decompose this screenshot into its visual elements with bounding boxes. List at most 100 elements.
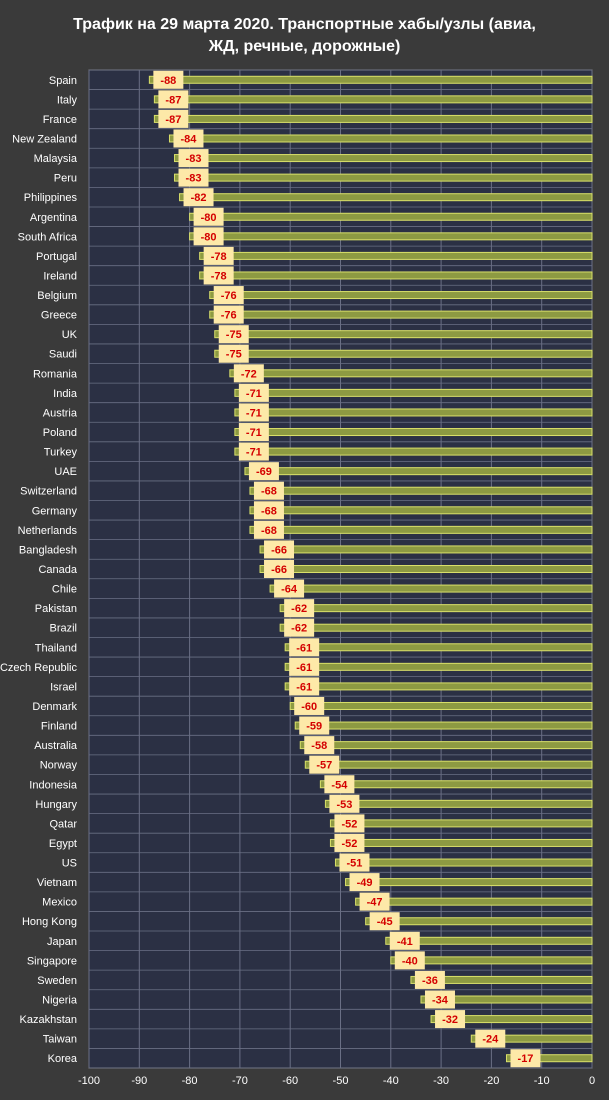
category-label: Saudi [49, 349, 77, 361]
category-label: Vietnam [37, 877, 77, 889]
bar [229, 369, 593, 378]
category-label: Portugal [36, 251, 77, 263]
bar [284, 662, 593, 671]
value-label: -61 [296, 681, 312, 693]
value-label-box [349, 873, 380, 892]
bar [234, 388, 593, 397]
value-label-box [264, 560, 295, 578]
category-label: Brazil [49, 623, 77, 635]
chart-title-line-2: ЖД, речные, дорожные) [208, 38, 401, 55]
category-label: Italy [57, 94, 78, 106]
value-label: -68 [261, 505, 277, 517]
bar [334, 858, 593, 867]
bar [329, 838, 593, 847]
value-label: -36 [422, 975, 438, 987]
value-label-box [309, 755, 340, 774]
value-label: -72 [241, 368, 257, 380]
value-label-box [213, 305, 244, 324]
category-label: Egypt [49, 838, 77, 850]
bar [174, 154, 593, 163]
category-label: Nigeria [42, 995, 78, 1007]
bar [189, 212, 593, 221]
bar [189, 232, 593, 241]
value-label: -66 [271, 564, 287, 576]
category-label: Taiwan [43, 1034, 77, 1046]
bar [420, 995, 593, 1004]
value-label: -47 [367, 897, 383, 909]
category-label: Greece [41, 310, 77, 322]
x-tick-label: -20 [483, 1075, 499, 1087]
bar [199, 271, 593, 280]
value-label-box [233, 364, 264, 383]
value-label-box [218, 325, 249, 344]
category-label: New Zealand [12, 133, 77, 145]
bar [279, 623, 593, 632]
value-label-box [274, 579, 305, 598]
value-label-box [203, 246, 234, 265]
value-label-box [334, 833, 365, 852]
value-label-box [389, 931, 420, 950]
category-label: South Africa [18, 231, 78, 243]
value-label-box [238, 383, 269, 402]
bar [168, 134, 593, 143]
category-label: Australia [34, 740, 78, 752]
bar [430, 1015, 593, 1024]
category-label: Netherlands [18, 525, 78, 537]
value-label-box [510, 1049, 541, 1068]
bar [234, 428, 593, 437]
x-tick-label: 0 [589, 1075, 595, 1087]
value-label-box [324, 775, 355, 794]
bar [410, 975, 593, 984]
x-tick-label: -60 [282, 1075, 298, 1087]
category-label: Denmark [32, 701, 77, 713]
value-label-box [289, 638, 320, 657]
bar [279, 604, 593, 613]
value-label-box [284, 618, 315, 637]
value-label: -87 [165, 114, 181, 126]
bar [329, 819, 593, 828]
value-label: -45 [377, 916, 393, 928]
value-label-box [329, 794, 360, 813]
value-label: -61 [296, 642, 312, 654]
value-label: -71 [246, 407, 262, 419]
category-label: Hong Kong [22, 916, 77, 928]
x-tick-label: -90 [131, 1075, 147, 1087]
value-label: -78 [211, 251, 227, 263]
category-label: Japan [47, 936, 77, 948]
value-label: -40 [402, 955, 418, 967]
category-label: Thailand [35, 642, 77, 654]
value-label: -83 [186, 153, 202, 165]
bar [244, 467, 593, 476]
bar [365, 917, 593, 926]
category-label: US [62, 858, 77, 870]
category-label: Qatar [49, 818, 77, 830]
value-label-box [178, 168, 209, 187]
value-label: -80 [201, 212, 217, 224]
value-label-box [334, 814, 365, 833]
category-label: Malaysia [34, 153, 78, 165]
chart-title: Трафик на 29 марта 2020. Транспортные ха… [0, 14, 609, 58]
bar [304, 760, 593, 769]
value-label-box [304, 736, 335, 755]
bar [249, 486, 593, 495]
bar [179, 193, 593, 202]
bar [174, 173, 593, 182]
value-label: -62 [291, 603, 307, 615]
x-tick-label: -40 [383, 1075, 399, 1087]
value-label-box [253, 501, 284, 520]
value-label-box [294, 696, 325, 715]
value-label: -88 [160, 75, 176, 87]
category-label: Argentina [30, 212, 78, 224]
value-label-box [359, 892, 390, 911]
bar [234, 447, 593, 456]
value-label: -71 [246, 427, 262, 439]
x-tick-label: -80 [182, 1075, 198, 1087]
value-label: -24 [482, 1034, 499, 1046]
value-label-box [284, 599, 315, 618]
category-label: Finland [41, 721, 77, 733]
value-label: -87 [165, 94, 181, 106]
bar [153, 95, 593, 104]
value-label: -84 [181, 133, 198, 145]
bar [249, 506, 593, 515]
